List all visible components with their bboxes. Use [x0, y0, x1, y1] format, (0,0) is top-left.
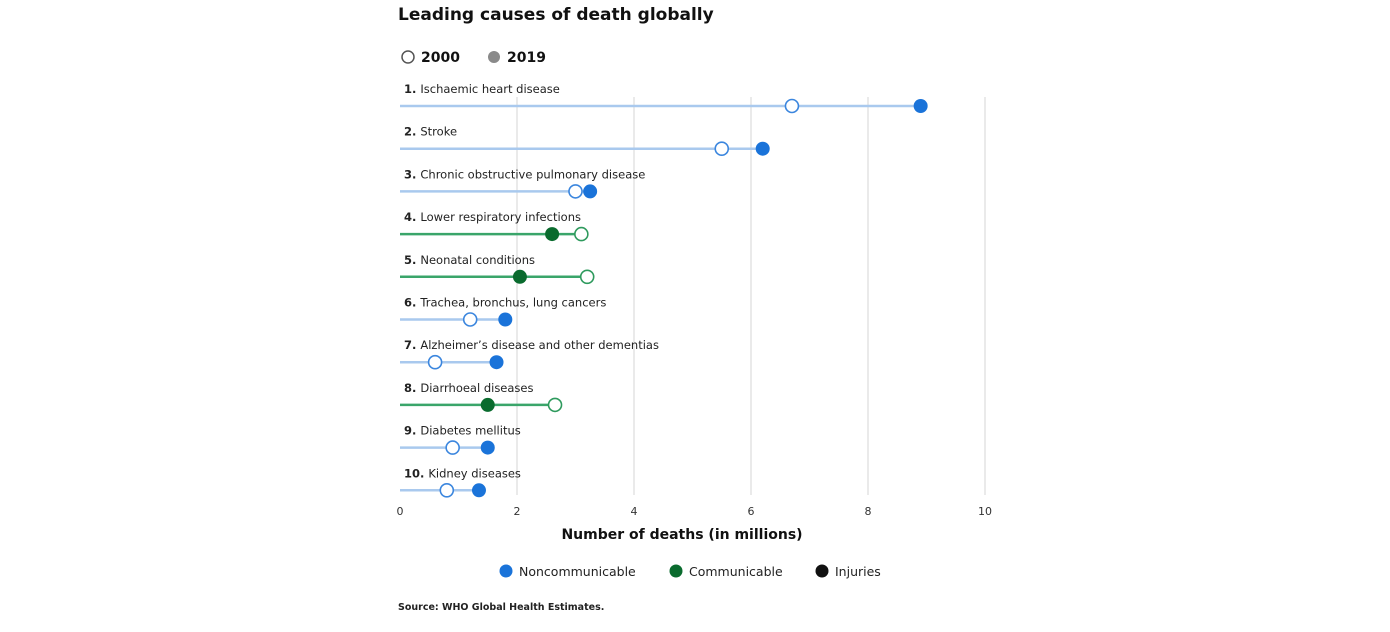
communicable-legend-label: Communicable [689, 564, 783, 579]
point-2000 [574, 226, 589, 242]
injuries-legend-label: Injuries [835, 564, 881, 579]
category-label: 3. Chronic obstructive pulmonary disease [404, 167, 645, 181]
legend-2000-label: 2000 [421, 50, 460, 66]
point-2019 [480, 397, 495, 412]
year-legend: 2000 2019 [401, 50, 546, 66]
point-2000 [427, 354, 443, 370]
communicable-legend-marker [669, 564, 683, 578]
point-2000 [568, 184, 583, 199]
category-name: Stroke [420, 125, 457, 139]
chart-row: 1. Ischaemic heart disease [400, 82, 928, 114]
point-2019 [545, 227, 560, 242]
chart-row: 5. Neonatal conditions [400, 253, 595, 285]
category-rank: 3. [404, 167, 420, 181]
injuries-legend-marker [815, 564, 829, 578]
category-name: Ischaemic heart disease [420, 82, 559, 96]
chart-row: 8. Diarrhoeal diseases [400, 381, 563, 413]
point-2019 [498, 312, 513, 327]
chart-row: 10. Kidney diseases [400, 466, 521, 498]
point-2000 [714, 141, 730, 156]
category-label: 2. Stroke [404, 125, 457, 139]
category-rank: 9. [404, 424, 420, 438]
category-rank: 4. [404, 210, 420, 224]
category-name: Kidney diseases [428, 466, 521, 480]
point-2000 [462, 312, 478, 327]
point-2000 [784, 98, 800, 114]
category-rank: 7. [404, 338, 420, 352]
source-note: Source: WHO Global Health Estimates. [398, 602, 604, 613]
point-2000 [547, 397, 563, 413]
category-label: 8. Diarrhoeal diseases [404, 381, 534, 395]
point-2019 [913, 99, 928, 113]
legend-2019-label: 2019 [507, 50, 546, 66]
category-label: 4. Lower respiratory infections [404, 210, 581, 224]
category-name: Lower respiratory infections [420, 210, 581, 224]
category-label: 9. Diabetes mellitus [404, 424, 521, 438]
category-rank: 2. [404, 125, 420, 139]
category-name: Chronic obstructive pulmonary disease [420, 167, 645, 181]
chart-row: 4. Lower respiratory infections [400, 210, 589, 242]
chart-rows: 1. Ischaemic heart disease 2. Stroke 3. Ch… [400, 82, 928, 498]
legend-2019-marker [488, 51, 500, 63]
point-2000 [579, 269, 595, 285]
chart-row: 6. Trachea, bronchus, lung cancers [400, 296, 606, 327]
category-rank: 8. [404, 381, 420, 395]
category-name: Diabetes mellitus [420, 424, 520, 438]
category-name: Trachea, bronchus, lung cancers [419, 296, 606, 310]
legend-2000-marker [401, 50, 415, 64]
category-label: 10. Kidney diseases [404, 466, 521, 480]
category-rank: 1. [404, 82, 420, 96]
chart-row: 9. Diabetes mellitus [400, 424, 521, 455]
point-2019 [755, 141, 770, 156]
group-legend: Noncommunicable Communicable Injuries [499, 564, 881, 579]
x-tick-label: 6 [748, 505, 755, 518]
x-tick-label: 8 [865, 505, 872, 518]
x-tick-label: 10 [978, 505, 992, 518]
category-label: 6. Trachea, bronchus, lung cancers [404, 296, 606, 310]
point-2019 [471, 483, 486, 498]
point-2019 [512, 269, 527, 284]
point-2019 [480, 440, 495, 455]
x-tick-label: 0 [397, 505, 404, 518]
x-tick-label: 2 [514, 505, 521, 518]
x-axis-ticks: 0 2 4 6 8 10 [397, 505, 993, 518]
point-2000 [445, 440, 460, 455]
category-name: Neonatal conditions [420, 253, 535, 267]
x-axis-label: Number of deaths (in millions) [561, 527, 802, 543]
noncommunicable-legend-marker [499, 564, 513, 578]
point-2000 [439, 482, 455, 498]
grid-lines [516, 97, 986, 495]
chart-title: Leading causes of death globally [398, 5, 714, 25]
category-label: 1. Ischaemic heart disease [404, 82, 560, 96]
category-label: 7. Alzheimer’s disease and other dementi… [404, 338, 659, 352]
chart-row: 3. Chronic obstructive pulmonary disease [400, 167, 645, 199]
point-2019 [489, 355, 504, 370]
x-tick-label: 4 [631, 505, 638, 518]
category-rank: 10. [404, 466, 428, 480]
category-rank: 6. [404, 296, 420, 310]
category-label: 5. Neonatal conditions [404, 253, 535, 267]
category-name: Diarrhoeal diseases [420, 381, 533, 395]
noncommunicable-legend-label: Noncommunicable [519, 564, 636, 579]
category-name: Alzheimer’s disease and other dementias [420, 338, 659, 352]
chart-row: 2. Stroke [400, 125, 770, 156]
chart-row: 7. Alzheimer’s disease and other dementi… [400, 338, 659, 370]
point-2019 [583, 184, 598, 199]
category-rank: 5. [404, 253, 420, 267]
